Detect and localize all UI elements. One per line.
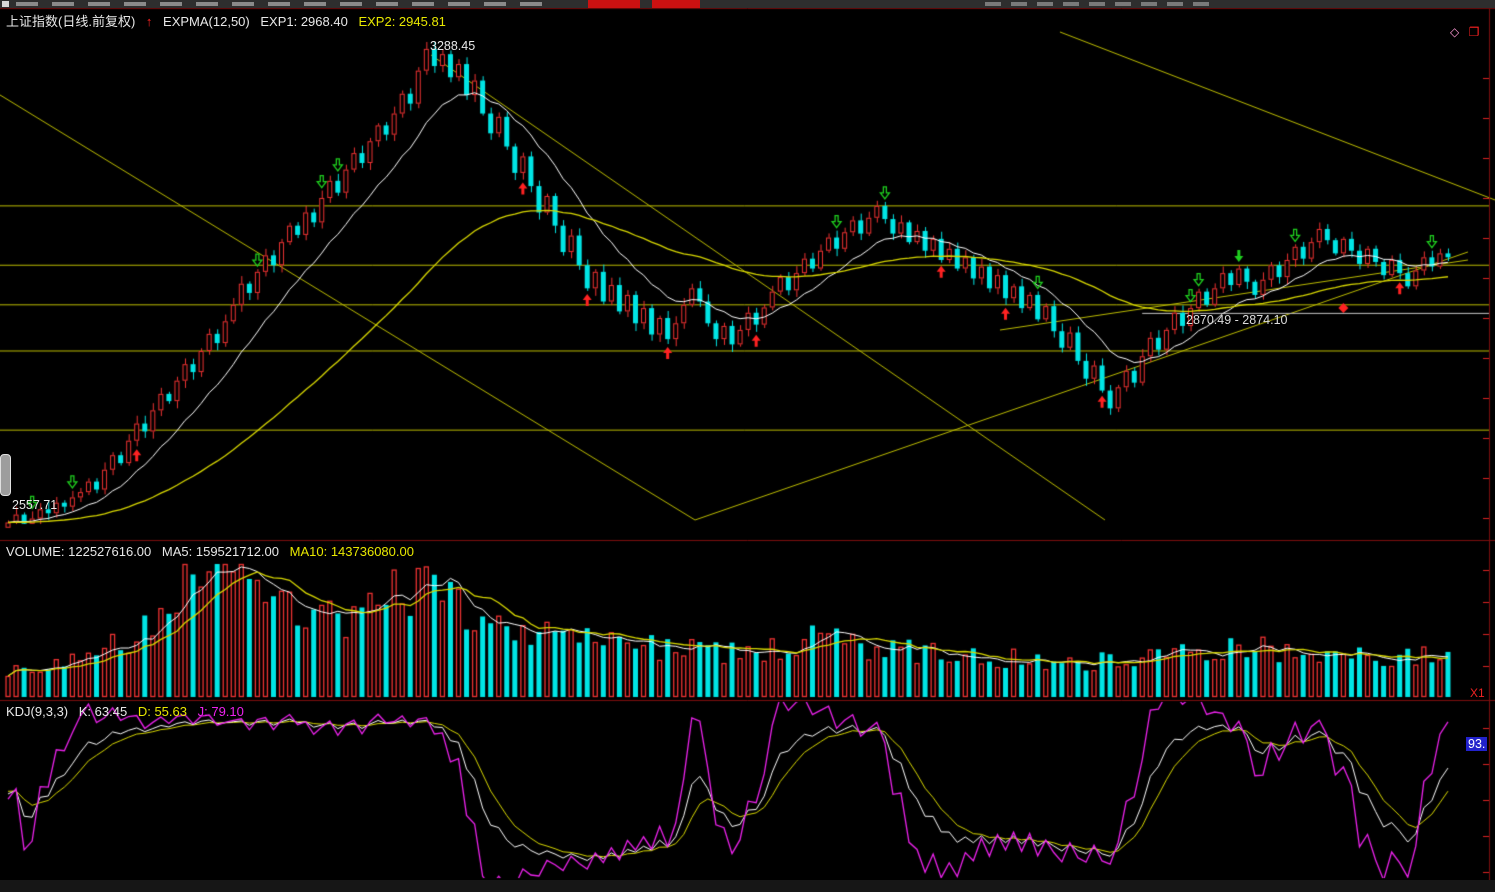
volume-axis-label: X1 xyxy=(1470,686,1485,700)
low-price-label: 2557.71 xyxy=(12,498,58,512)
window-icon xyxy=(2,1,9,7)
kdj-d-value: D: 55.63 xyxy=(137,704,187,719)
up-arrow-icon: ↑ xyxy=(145,14,153,29)
panel-corner-icons[interactable]: ◇ ❐ xyxy=(1450,25,1482,39)
indicator-name: EXPMA(12,50) xyxy=(163,14,250,29)
kdj-axis-badge: 93. xyxy=(1466,737,1488,751)
volume-ma10-value: MA10: 143736080.00 xyxy=(289,544,414,559)
menu-hot-button-1[interactable] xyxy=(588,0,640,8)
volume-ma5-value: MA5: 159521712.00 xyxy=(161,544,280,559)
exp2-value: EXP2: 2945.81 xyxy=(358,14,446,29)
menu-right-info xyxy=(985,2,1210,6)
status-bar xyxy=(0,880,1495,892)
diamond-icon[interactable]: ◇ xyxy=(1450,25,1463,39)
kdj-title: KDJ(9,3,3) xyxy=(6,704,69,719)
menu-hot-button-2[interactable] xyxy=(652,0,700,8)
menu-bar xyxy=(0,0,1495,8)
main-chart-header: 上证指数(日线.前复权) ↑ EXPMA(12,50) EXP1: 2968.4… xyxy=(6,11,453,30)
menu-items[interactable] xyxy=(16,2,556,6)
kdj-j-value: J: 79.10 xyxy=(197,704,244,719)
price-range-label: 2870.49 - 2874.10 xyxy=(1186,313,1288,327)
volume-header: VOLUME: 122527616.00 MA5: 159521712.00 M… xyxy=(6,544,421,559)
vertical-scrollbar-thumb[interactable] xyxy=(0,454,11,496)
window-squares-icon[interactable]: ❐ xyxy=(1468,25,1483,39)
symbol-title: 上证指数(日线.前复权) xyxy=(6,14,136,29)
exp1-value: EXP1: 2968.40 xyxy=(260,14,348,29)
kdj-header: KDJ(9,3,3) K: 63.45 D: 55.63 J: 79.10 xyxy=(6,704,251,719)
kdj-k-value: K: 63.45 xyxy=(78,704,128,719)
peak-price-label: 3288.45 xyxy=(430,39,476,53)
volume-value: VOLUME: 122527616.00 xyxy=(6,544,152,559)
